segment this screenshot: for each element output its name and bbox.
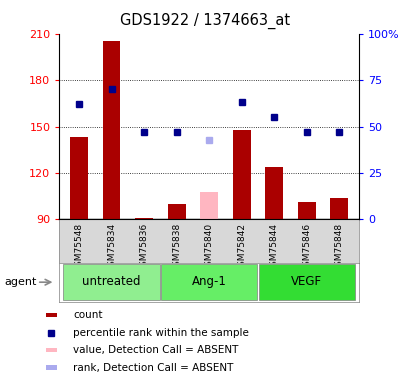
Text: GSM75838: GSM75838 xyxy=(172,223,181,272)
Bar xyxy=(232,130,250,219)
Bar xyxy=(70,137,88,219)
Bar xyxy=(135,218,153,219)
Text: count: count xyxy=(73,310,102,320)
Text: agent: agent xyxy=(4,277,36,287)
Text: percentile rank within the sample: percentile rank within the sample xyxy=(73,328,248,338)
FancyBboxPatch shape xyxy=(161,264,256,300)
FancyBboxPatch shape xyxy=(46,348,57,352)
Bar xyxy=(330,198,347,219)
Text: GSM75548: GSM75548 xyxy=(74,223,83,272)
Bar xyxy=(200,192,218,219)
Bar xyxy=(297,202,315,219)
Text: GSM75846: GSM75846 xyxy=(301,223,310,272)
Text: GSM75836: GSM75836 xyxy=(139,223,148,272)
Text: GSM75840: GSM75840 xyxy=(204,223,213,272)
Bar xyxy=(102,42,120,219)
Text: GSM75834: GSM75834 xyxy=(107,223,116,272)
FancyBboxPatch shape xyxy=(46,313,57,317)
FancyBboxPatch shape xyxy=(46,366,57,370)
Text: value, Detection Call = ABSENT: value, Detection Call = ABSENT xyxy=(73,345,238,355)
Text: GDS1922 / 1374663_at: GDS1922 / 1374663_at xyxy=(120,13,289,29)
Text: GSM75842: GSM75842 xyxy=(236,223,245,272)
Text: GSM75848: GSM75848 xyxy=(334,223,343,272)
Text: untreated: untreated xyxy=(82,275,140,288)
FancyBboxPatch shape xyxy=(63,264,159,300)
Bar xyxy=(167,204,185,219)
Text: VEGF: VEGF xyxy=(290,275,321,288)
Bar xyxy=(265,167,283,219)
Text: rank, Detection Call = ABSENT: rank, Detection Call = ABSENT xyxy=(73,363,233,373)
Text: Ang-1: Ang-1 xyxy=(191,275,226,288)
Text: GSM75844: GSM75844 xyxy=(269,223,278,272)
FancyBboxPatch shape xyxy=(258,264,354,300)
